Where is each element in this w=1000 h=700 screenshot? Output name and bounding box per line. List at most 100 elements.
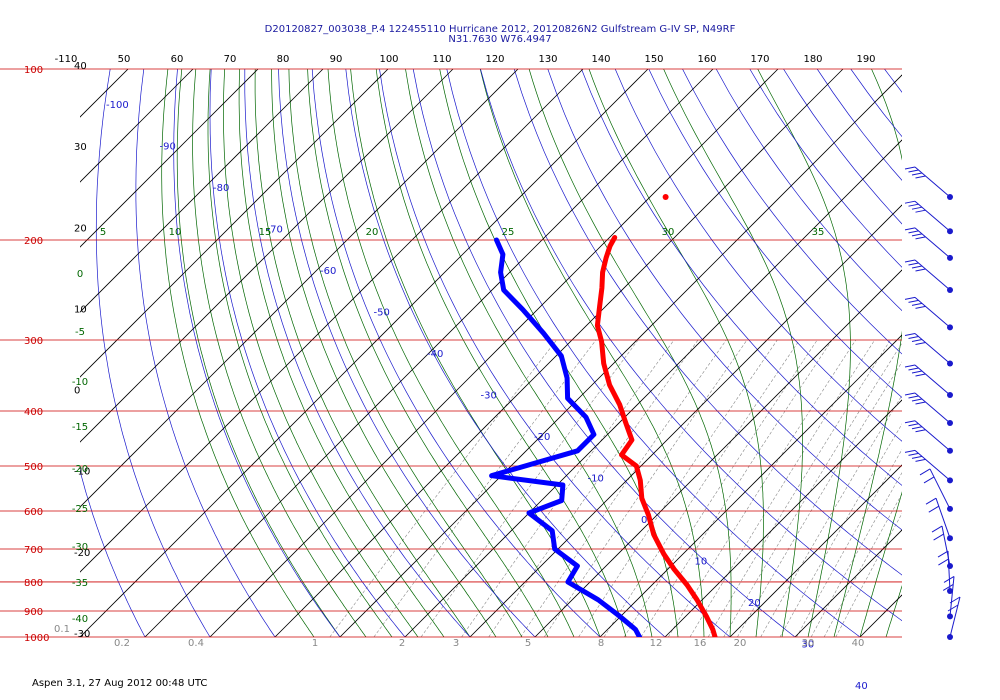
dry-adiabat	[446, 69, 861, 637]
moist-adiabat	[375, 69, 627, 637]
isotherm	[339, 74, 902, 637]
moist-adiabat	[859, 491, 902, 637]
isotherm	[80, 69, 259, 248]
mixing-ratio-label: 0.2	[114, 638, 130, 649]
theta-e-label: -20	[72, 464, 88, 475]
dry-adiabat	[379, 69, 731, 637]
mixing-ratio-line	[796, 448, 902, 637]
wind-barb	[904, 227, 953, 261]
dry-adiabat-label: 0	[641, 515, 647, 526]
dry-adiabat	[715, 69, 902, 312]
pressure-tick-label: 400	[24, 407, 43, 418]
wind-barb	[904, 449, 953, 484]
top-tick-label: 180	[803, 54, 822, 65]
isotherm	[144, 69, 714, 637]
dry-adiabat-label: -30	[481, 391, 497, 402]
isotherm	[664, 399, 902, 637]
isotherm	[80, 69, 324, 313]
wind-barb	[904, 392, 953, 427]
dry-adiabat	[850, 69, 902, 138]
footer-text: Aspen 3.1, 27 Aug 2012 00:48 UTC	[32, 678, 208, 689]
moist-adiabat-label: 25	[502, 227, 515, 238]
moist-adiabat	[288, 69, 523, 637]
mixing-ratio-line	[640, 339, 833, 637]
isotherm-label: 40	[74, 61, 87, 72]
temperature-point	[662, 193, 669, 200]
mixing-ratio-label: 2	[399, 638, 405, 649]
isotherm	[80, 69, 129, 118]
mixing-ratio-line	[707, 339, 891, 637]
dry-adiabat-label: -80	[213, 183, 229, 194]
wind-barb	[904, 259, 953, 294]
isotherm-label: -10	[74, 467, 90, 478]
moist-adiabat	[192, 69, 367, 637]
mixing-ratio-line	[810, 472, 902, 637]
isotherm	[80, 69, 584, 573]
moist-adiabat	[223, 69, 419, 637]
chart-subtitle: N31.7630 W76.4947	[448, 34, 552, 45]
dry-adiabat-label: 30	[802, 640, 815, 651]
top-tick-label: 100	[379, 54, 398, 65]
dry-adiabat	[648, 69, 902, 398]
dry-adiabat	[311, 69, 601, 637]
dry-adiabat	[95, 69, 211, 637]
theta-e-label: -40	[72, 614, 88, 625]
top-tick-label: 50	[118, 54, 131, 65]
moist-adiabat-label: 30	[662, 227, 675, 238]
theta-e-label: -15	[72, 422, 88, 433]
isotherm	[80, 69, 649, 637]
moist-adiabat	[405, 69, 653, 637]
top-tick-label: -110	[55, 54, 78, 65]
moist-adiabat	[757, 69, 851, 637]
pressure-tick-label: 600	[24, 507, 43, 518]
pressure-tick-label: 900	[24, 607, 43, 618]
moist-adiabat-label: 15	[259, 227, 272, 238]
dry-adiabat	[244, 69, 471, 637]
theta-e-label: -30	[72, 542, 88, 553]
moist-adiabat	[663, 69, 803, 637]
pressure-tick-label: 800	[24, 578, 43, 589]
mixing-ratio-label: 0.4	[188, 638, 204, 649]
mixing-ratio-line	[779, 423, 902, 637]
mixing-ratio-line	[760, 394, 902, 637]
dry-adiabat	[749, 69, 902, 268]
pressure-tick-label: 100	[24, 65, 43, 76]
top-tick-label: 160	[697, 54, 716, 65]
wind-barb	[937, 550, 953, 595]
theta-e-label: -35	[72, 578, 88, 589]
moist-adiabat	[238, 69, 445, 637]
isotherm-label: 10	[74, 304, 87, 315]
dry-adiabat	[884, 69, 902, 93]
mixing-ratio-line	[737, 361, 902, 637]
isotherm-label: 30	[74, 142, 87, 153]
moist-adiabat-label: 5	[100, 227, 106, 238]
mixing-ratio-line	[329, 339, 557, 637]
top-tick-label: 70	[224, 54, 237, 65]
dry-adiabat	[209, 69, 406, 637]
moist-adiabat	[833, 69, 902, 637]
isotherm	[80, 69, 519, 508]
wind-barb	[904, 200, 953, 235]
moist-adiabat	[528, 69, 732, 637]
dry-adiabat	[783, 69, 902, 225]
isotherm	[534, 269, 902, 637]
isotherm	[404, 139, 902, 637]
mixing-ratio-label: 1	[312, 638, 318, 649]
dry-adiabat	[480, 69, 902, 622]
mixing-ratio-line	[603, 339, 800, 637]
theta-e-label: -25	[72, 504, 88, 515]
mixing-ratio-label: 8	[598, 638, 604, 649]
top-tick-label: 80	[277, 54, 290, 65]
dry-adiabat	[816, 69, 902, 181]
pressure-tick-label: 1000	[24, 633, 49, 644]
isotherm	[599, 334, 902, 637]
mixing-ratio-label: 20	[734, 638, 747, 649]
temperature-profile	[594, 235, 718, 637]
dry-adiabat-label: -40	[427, 349, 443, 360]
dry-adiabat-label: -100	[106, 100, 129, 111]
isotherm	[80, 69, 389, 378]
dry-adiabat-label: 10	[695, 557, 708, 568]
moist-adiabat	[885, 585, 902, 637]
dry-adiabat-label: 20	[748, 598, 761, 609]
